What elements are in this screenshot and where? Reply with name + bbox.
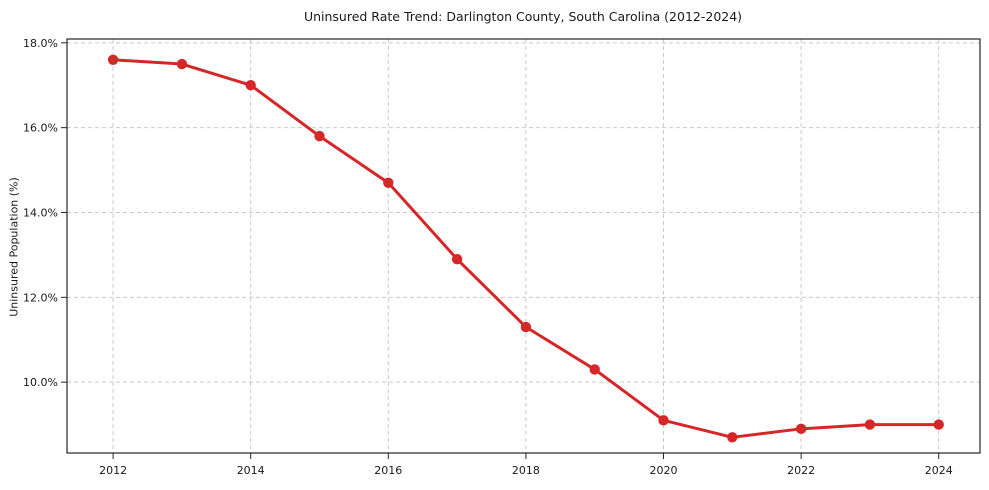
y-tick-label: 12.0% xyxy=(23,291,58,304)
axes-box xyxy=(66,38,981,454)
x-tick-label: 2022 xyxy=(787,464,815,477)
x-tick-label: 2020 xyxy=(650,464,678,477)
data-point-2022 xyxy=(795,423,807,435)
y-tick-label: 14.0% xyxy=(23,206,58,219)
y-tick-label: 18.0% xyxy=(23,37,58,50)
data-point-2017 xyxy=(451,253,463,265)
data-point-2014 xyxy=(245,80,256,91)
x-tick-label: 2018 xyxy=(512,464,540,477)
data-point-2020 xyxy=(658,415,669,426)
data-point-2012 xyxy=(107,54,119,65)
data-point-2021 xyxy=(727,432,738,443)
x-tick-label: 2012 xyxy=(99,464,127,477)
x-tick-label: 2014 xyxy=(237,464,265,477)
data-point-2024 xyxy=(933,419,944,430)
data-point-2015 xyxy=(314,130,325,142)
x-tick-label: 2016 xyxy=(374,464,402,477)
y-tick-label: 16.0% xyxy=(23,122,58,135)
y-tick-label: 10.0% xyxy=(23,376,58,389)
data-point-2018 xyxy=(520,321,532,333)
data-point-2019 xyxy=(589,364,600,375)
x-tick-label: 2024 xyxy=(925,464,953,477)
data-point-2016 xyxy=(383,177,394,188)
data-point-2013 xyxy=(176,58,188,70)
chart-title: Uninsured Rate Trend: Darlington County,… xyxy=(303,9,743,24)
data-point-2023 xyxy=(864,419,876,430)
